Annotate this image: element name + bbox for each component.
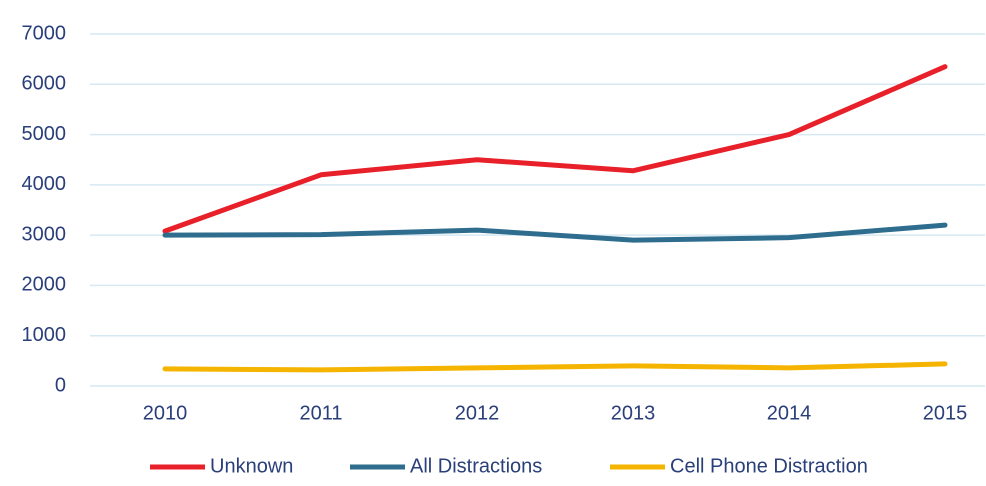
y-tick-label: 4000 [22, 173, 67, 195]
y-tick-label: 2000 [22, 274, 67, 296]
y-tick-label: 6000 [22, 73, 67, 95]
legend-label: All Distractions [410, 455, 542, 477]
x-tick-label: 2010 [143, 402, 188, 424]
x-tick-label: 2014 [767, 402, 812, 424]
y-tick-label: 7000 [22, 22, 67, 44]
x-tick-label: 2011 [299, 402, 342, 424]
y-tick-label: 3000 [22, 223, 67, 245]
x-tick-label: 2013 [611, 402, 656, 424]
x-tick-label: 2012 [455, 402, 500, 424]
legend-label: Unknown [210, 455, 293, 477]
legend-label: Cell Phone Distraction [670, 455, 868, 477]
series-line [162, 361, 948, 373]
y-tick-label: 5000 [22, 123, 67, 145]
y-tick-label: 0 [55, 374, 66, 396]
x-tick-label: 2015 [923, 402, 968, 424]
y-tick-label: 1000 [22, 324, 67, 346]
series-line [162, 64, 948, 234]
series-line [162, 222, 948, 243]
